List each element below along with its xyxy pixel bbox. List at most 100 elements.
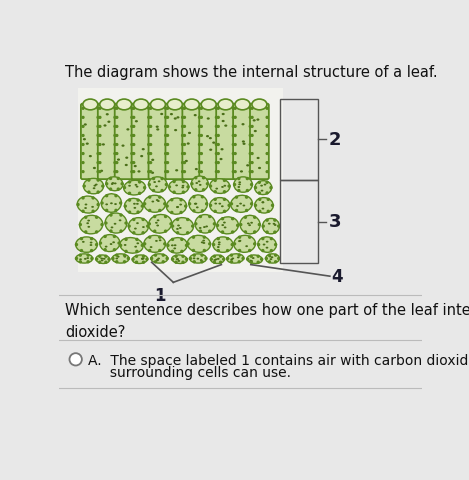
Circle shape xyxy=(254,231,256,233)
Ellipse shape xyxy=(221,225,224,227)
Circle shape xyxy=(217,126,219,128)
Circle shape xyxy=(166,153,168,155)
Circle shape xyxy=(250,262,252,264)
Ellipse shape xyxy=(84,258,87,260)
Circle shape xyxy=(81,238,83,240)
Circle shape xyxy=(195,178,197,180)
Ellipse shape xyxy=(253,120,256,122)
Circle shape xyxy=(183,117,185,119)
Ellipse shape xyxy=(255,181,272,195)
Circle shape xyxy=(275,254,277,257)
Circle shape xyxy=(215,162,217,164)
Circle shape xyxy=(114,153,116,155)
Circle shape xyxy=(251,108,253,110)
Circle shape xyxy=(182,192,184,194)
Circle shape xyxy=(170,223,172,225)
Circle shape xyxy=(234,171,236,173)
Circle shape xyxy=(201,261,203,263)
Circle shape xyxy=(231,244,233,246)
Circle shape xyxy=(92,197,94,200)
Ellipse shape xyxy=(113,223,116,225)
Ellipse shape xyxy=(106,178,123,192)
Circle shape xyxy=(200,144,202,146)
Circle shape xyxy=(165,162,166,164)
Ellipse shape xyxy=(240,216,260,234)
Ellipse shape xyxy=(205,226,208,228)
Circle shape xyxy=(165,117,166,119)
Circle shape xyxy=(250,184,253,186)
Circle shape xyxy=(265,258,267,260)
Circle shape xyxy=(168,186,170,189)
Circle shape xyxy=(221,218,224,220)
Ellipse shape xyxy=(141,258,144,260)
Circle shape xyxy=(238,190,240,192)
Circle shape xyxy=(166,184,167,186)
Ellipse shape xyxy=(114,183,117,185)
Ellipse shape xyxy=(121,145,125,147)
Circle shape xyxy=(148,184,150,186)
Circle shape xyxy=(217,117,219,119)
Ellipse shape xyxy=(195,215,215,234)
Circle shape xyxy=(223,180,226,182)
Ellipse shape xyxy=(117,100,132,110)
Ellipse shape xyxy=(220,149,224,151)
Circle shape xyxy=(149,237,151,239)
Circle shape xyxy=(165,108,166,110)
Circle shape xyxy=(266,220,268,222)
Circle shape xyxy=(115,195,117,197)
Circle shape xyxy=(97,180,99,182)
Circle shape xyxy=(266,232,268,234)
Ellipse shape xyxy=(117,159,120,161)
Circle shape xyxy=(137,212,139,214)
Circle shape xyxy=(201,196,204,198)
Circle shape xyxy=(175,256,177,258)
Circle shape xyxy=(255,187,257,189)
Circle shape xyxy=(200,171,202,173)
Circle shape xyxy=(150,162,151,164)
Circle shape xyxy=(133,162,135,164)
Ellipse shape xyxy=(124,244,127,246)
Circle shape xyxy=(105,223,107,225)
Circle shape xyxy=(238,254,240,257)
Ellipse shape xyxy=(266,241,269,243)
FancyBboxPatch shape xyxy=(81,105,100,180)
Circle shape xyxy=(165,144,166,146)
Ellipse shape xyxy=(115,258,118,260)
Ellipse shape xyxy=(125,199,143,215)
Circle shape xyxy=(177,219,179,221)
Ellipse shape xyxy=(82,241,85,243)
Ellipse shape xyxy=(203,242,205,244)
Circle shape xyxy=(215,171,217,173)
Circle shape xyxy=(257,256,259,258)
Ellipse shape xyxy=(187,143,190,145)
Circle shape xyxy=(131,126,133,128)
Circle shape xyxy=(97,126,99,128)
Circle shape xyxy=(154,254,157,257)
Circle shape xyxy=(165,216,166,218)
Ellipse shape xyxy=(142,258,144,260)
Circle shape xyxy=(85,217,87,219)
FancyBboxPatch shape xyxy=(98,105,117,180)
Circle shape xyxy=(247,259,249,261)
Circle shape xyxy=(82,211,84,213)
Bar xyxy=(280,180,318,264)
Ellipse shape xyxy=(257,157,260,160)
Ellipse shape xyxy=(211,255,225,264)
Ellipse shape xyxy=(176,228,179,230)
Ellipse shape xyxy=(238,184,241,186)
Circle shape xyxy=(97,204,99,206)
Circle shape xyxy=(187,232,189,234)
Circle shape xyxy=(76,258,77,260)
Circle shape xyxy=(144,187,146,189)
Circle shape xyxy=(186,245,188,247)
Circle shape xyxy=(183,126,185,128)
Ellipse shape xyxy=(174,245,176,247)
Circle shape xyxy=(167,245,169,247)
Ellipse shape xyxy=(218,100,233,110)
Ellipse shape xyxy=(189,195,207,213)
Circle shape xyxy=(154,261,157,263)
Ellipse shape xyxy=(106,114,109,116)
Ellipse shape xyxy=(210,180,230,194)
Ellipse shape xyxy=(250,222,253,224)
Circle shape xyxy=(234,153,236,155)
